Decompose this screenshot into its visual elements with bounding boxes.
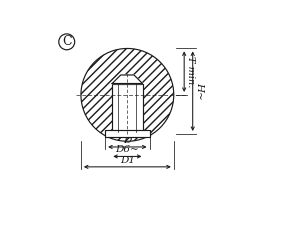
- Text: D: D: [123, 136, 132, 145]
- Text: D6~: D6~: [116, 145, 139, 154]
- Text: C: C: [62, 35, 72, 48]
- Text: D1: D1: [120, 155, 135, 165]
- Circle shape: [59, 34, 75, 50]
- Text: T min.: T min.: [187, 56, 196, 87]
- Circle shape: [81, 48, 174, 141]
- Polygon shape: [112, 75, 143, 83]
- Text: H~: H~: [195, 82, 204, 100]
- Bar: [112, 83, 143, 132]
- Bar: [105, 130, 150, 138]
